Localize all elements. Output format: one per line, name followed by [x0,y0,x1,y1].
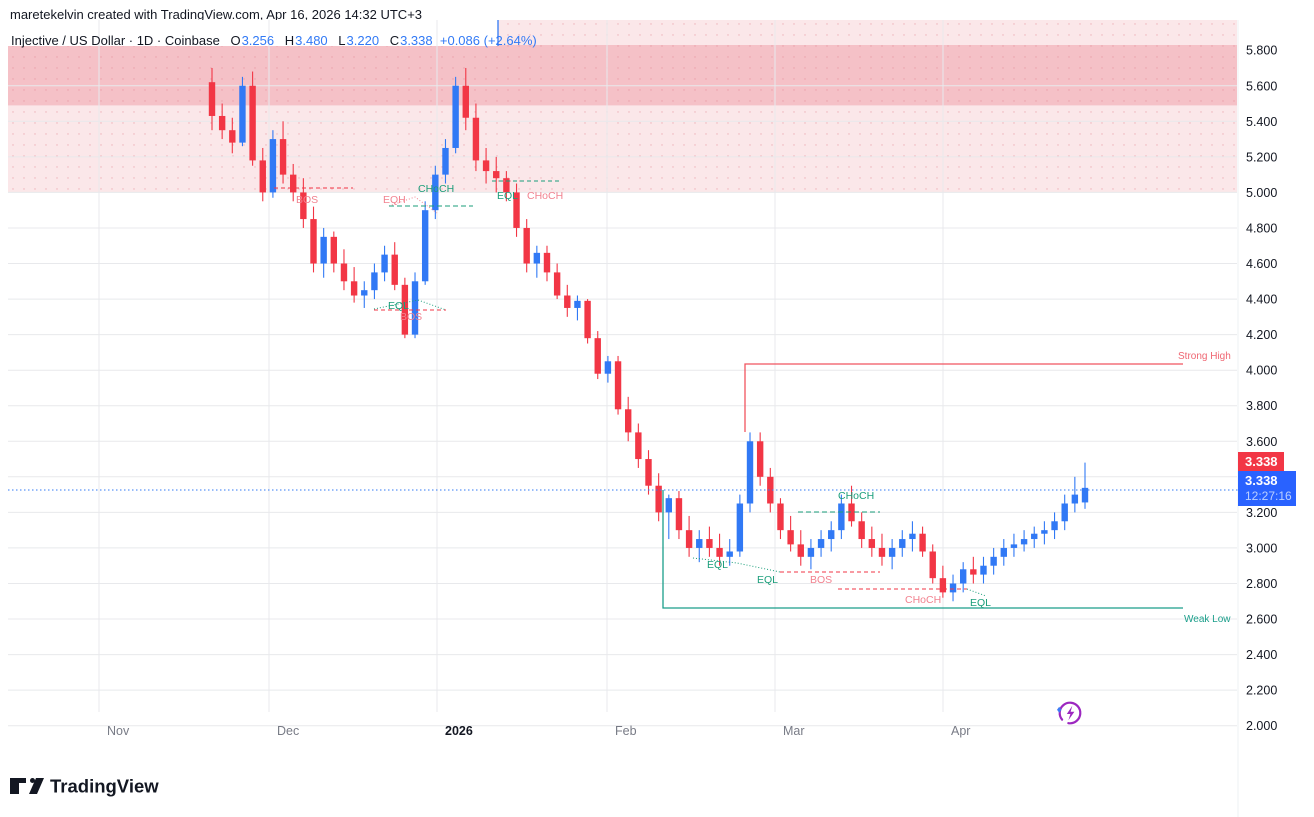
svg-text:Mar: Mar [783,724,805,738]
svg-text:BOS: BOS [810,574,832,586]
svg-text:3.200: 3.200 [1246,506,1277,520]
svg-text:2.600: 2.600 [1246,613,1277,627]
svg-text:CHoCH: CHoCH [418,183,454,195]
svg-text:3.000: 3.000 [1246,541,1277,555]
svg-text:Weak Low: Weak Low [1184,614,1231,625]
svg-text:TradingView: TradingView [50,776,159,797]
svg-text:5.600: 5.600 [1246,79,1277,93]
svg-text:2.200: 2.200 [1246,684,1277,698]
svg-text:2.400: 2.400 [1246,648,1277,662]
svg-text:CHoCH: CHoCH [838,490,874,502]
svg-text:4.800: 4.800 [1246,222,1277,236]
svg-text:BOS: BOS [296,194,318,206]
svg-text:EQL: EQL [497,190,518,202]
svg-text:4.200: 4.200 [1246,328,1277,342]
svg-text:EQL: EQL [757,574,778,586]
svg-text:3.600: 3.600 [1246,435,1277,449]
svg-text:Strong High: Strong High [1178,351,1231,362]
svg-text:2026: 2026 [445,724,473,738]
svg-text:Dec: Dec [277,724,299,738]
svg-text:12:27:16: 12:27:16 [1245,489,1292,503]
svg-text:2.000: 2.000 [1246,719,1277,733]
svg-text:5.000: 5.000 [1246,186,1277,200]
svg-text:BOS: BOS [400,311,422,323]
svg-text:Nov: Nov [107,724,130,738]
svg-text:CHoCH: CHoCH [527,190,563,202]
svg-text:3.338: 3.338 [1245,473,1278,488]
svg-text:3.800: 3.800 [1246,399,1277,413]
svg-text:4.600: 4.600 [1246,257,1277,271]
svg-text:3.338: 3.338 [1245,454,1278,469]
svg-text:EQH: EQH [383,194,406,206]
svg-text:CHoCH: CHoCH [905,594,941,606]
svg-text:Feb: Feb [615,724,637,738]
svg-text:EQL: EQL [970,597,991,609]
svg-text:5.400: 5.400 [1246,115,1277,129]
svg-text:EQL: EQL [707,559,728,571]
svg-text:4.000: 4.000 [1246,364,1277,378]
svg-text:5.200: 5.200 [1246,150,1277,164]
svg-text:4.400: 4.400 [1246,293,1277,307]
svg-text:Apr: Apr [951,724,970,738]
svg-text:2.800: 2.800 [1246,577,1277,591]
svg-text:5.800: 5.800 [1246,44,1277,58]
